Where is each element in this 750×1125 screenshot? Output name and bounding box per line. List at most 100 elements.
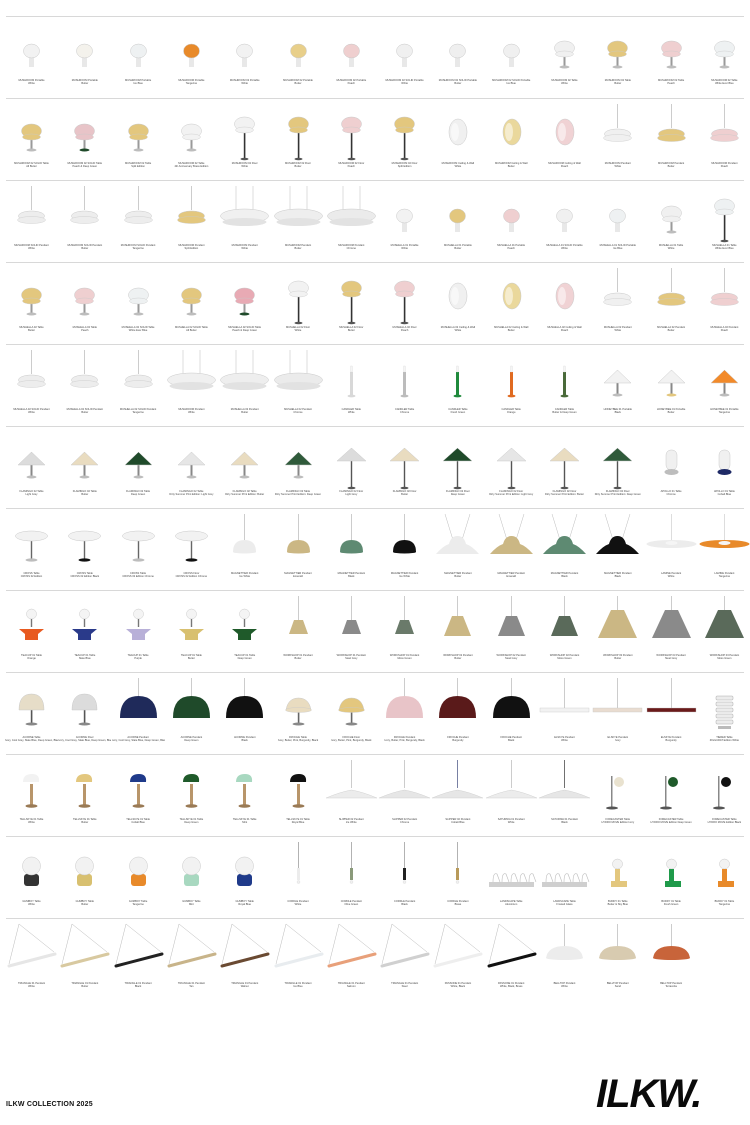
lamp-image xyxy=(379,760,431,799)
product-name: TELLSKYE 01 Table xyxy=(286,818,310,821)
product-caption: TRIANGLE 01 Pendant Walnut xyxy=(218,982,271,988)
product-cell: MUSHELLA 02 Pendant Butter xyxy=(645,268,698,350)
lamp-image xyxy=(442,447,474,490)
product-color: Peach xyxy=(720,165,729,169)
product-color: CROSS 02 Edition xyxy=(20,575,43,579)
product-cell: FROCHE Floor Ivory, Butter, Pink, Burgund… xyxy=(325,678,378,760)
product-color: Cobalt Blue xyxy=(717,493,732,497)
product-color: Ice Blue xyxy=(133,82,143,86)
product-color: Ice Blue xyxy=(613,247,623,251)
product-cell: CORDLE Pendant Black xyxy=(378,842,431,924)
lamp-image xyxy=(21,123,42,152)
product-cell: LAMINE Pendant Tangerine xyxy=(698,514,750,596)
product-color: Butter xyxy=(81,985,89,989)
product-name: MUSHELLA 02 SOLID Pendant xyxy=(13,408,50,411)
product-name: MUSHELLA 01 SOLID Portable xyxy=(546,244,583,247)
product-cell: MUSHELLA 02 Floor White xyxy=(272,268,325,350)
product-cell: CROSS Table CROSS 02 Edition xyxy=(5,514,58,596)
lamp-image xyxy=(347,365,356,398)
lamp-image xyxy=(75,856,95,886)
product-cell: TEACUP 01 Table Deep Green xyxy=(218,596,271,678)
lamp-image xyxy=(714,40,735,69)
lamp-image xyxy=(396,208,413,232)
product-name: FLAMINGO 02 Table xyxy=(72,490,97,493)
product-cell: MUSHROOM 02 Table Split Edition xyxy=(112,104,165,186)
lamp-image xyxy=(502,208,520,232)
product-name: WORKSHOP 03 Pendant xyxy=(603,654,633,657)
product-cell: CANDLER Table Butter & Deep Green xyxy=(538,350,591,432)
product-color: Butter xyxy=(241,411,249,415)
product-caption: BUDDY 01 Table Fresh Green xyxy=(645,900,698,906)
product-name: WORKSHOP 03 Pendant xyxy=(656,654,686,657)
product-color: Tangerine xyxy=(718,575,731,579)
product-color: Split Edition xyxy=(184,247,199,251)
lamp-image xyxy=(394,116,415,161)
product-caption: WORKSHOP 01 Pendant Moss Green xyxy=(378,654,431,660)
product-cell: MUSHROOM Pendant Butter xyxy=(272,186,325,268)
lamp-image xyxy=(502,43,520,67)
product-cell: CORDLE Pendant Brass xyxy=(431,842,484,924)
product-name: TELLSKYE 01 Table xyxy=(19,818,44,821)
product-color: Tangerine xyxy=(132,247,144,251)
product-cell: MUSHROOM 02 SOLID Portable White xyxy=(378,21,431,103)
product-name: MUSHROOM Portable xyxy=(125,79,152,82)
product-cell: MUSHROOM SOLID Pendant Tangerine xyxy=(112,186,165,268)
lamp-image xyxy=(449,282,468,310)
product-name: MUSHELLA 02 Table xyxy=(19,326,44,329)
lamp-image xyxy=(70,186,99,224)
product-cell: CANDLER Table Fresh Green xyxy=(431,350,484,432)
product-name: CANDLER Table xyxy=(554,408,575,411)
product-color: Walnut xyxy=(240,985,249,989)
product-name: FLAMINGO 02 Table xyxy=(285,490,311,493)
product-name: ACORNE Pendant xyxy=(180,736,203,739)
product-caption: MUSHROOM 02 Table Butter xyxy=(591,79,644,85)
product-color: Fresh Green xyxy=(450,411,466,415)
product-cell: MUSHROOM Portable White xyxy=(5,21,58,103)
product-color: Tangerine xyxy=(185,82,198,86)
lamp-image xyxy=(226,678,264,718)
product-color: Butter xyxy=(81,82,89,86)
product-caption: HONEYBEE 01 Portable Black xyxy=(591,408,644,414)
product-color: Deep Green xyxy=(237,657,252,661)
product-color: White xyxy=(614,165,622,169)
product-cell: FROCHE Pendant Burgundy xyxy=(431,678,484,760)
product-caption: BUDDY 01 Table Butter & Sky Blue xyxy=(591,900,644,906)
product-cell: MUSHROOM Ceiling & Wall Butter xyxy=(485,104,538,186)
product-cell: MUSHELLA 01 Portable Butter xyxy=(431,186,484,268)
product-caption: TEACUP 01 Table Deep Green xyxy=(218,654,271,660)
product-caption: TIERED Table ZIGGURAT Edition White xyxy=(698,736,750,742)
product-cell: MUSHROOM SOLID Pendant White xyxy=(5,186,58,268)
product-caption: TELLSKYE 01 Table White xyxy=(5,818,58,824)
product-name: GUMBOY Table xyxy=(235,900,254,903)
lamp-image xyxy=(659,776,678,810)
product-cell: LAMINE Pendant White xyxy=(645,514,698,596)
product-name: TRIANGLE 01 Pendant xyxy=(124,982,152,985)
lamp-image xyxy=(449,208,467,232)
product-caption: FLAMINGO 02 Table Dirty Summer Print Edit… xyxy=(165,490,218,496)
lamp-image xyxy=(70,350,99,388)
product-name: MUSHELLA 02 Ceiling & Wall xyxy=(494,326,529,329)
lamp-image xyxy=(283,451,313,479)
product-cell: TRIANGLE 01 Pendant Steel xyxy=(378,923,431,1006)
product-caption: LANDSCAPE Table Frosted Glass xyxy=(538,900,591,906)
product-caption: CROSS Table CROSS 02 Edition Black xyxy=(58,572,111,578)
product-cell: MUSHROOM 02 Table 4th Anniversary Brass E… xyxy=(165,104,218,186)
product-name: MUSHROOM 02 Floor xyxy=(338,162,365,165)
lamp-image xyxy=(603,268,632,306)
product-caption: MUSHROOM 02 SOLID Portable Ice Blue xyxy=(485,79,538,85)
product-name: TEACUP 01 Table xyxy=(74,654,96,657)
row-divider xyxy=(6,508,744,509)
product-color: Black xyxy=(134,985,142,989)
product-caption: ACORNE Pendant Deep Green xyxy=(165,736,218,742)
product-cell: TEACUP 01 Table Butter xyxy=(165,596,218,678)
product-cell: BELLTOP Pendant White xyxy=(538,924,591,1006)
product-name: MUSHROOM Pendant xyxy=(178,244,205,247)
product-name: BUDDY 01 Table xyxy=(661,900,681,903)
lamp-image xyxy=(284,697,312,726)
product-cell: MUSHELLA 01 Table White xyxy=(645,186,698,268)
product-caption: BELLTOP Pendant Sand xyxy=(591,982,644,988)
product-name: MUSHELLA 02 Pendant xyxy=(230,408,259,411)
lamp-image xyxy=(380,923,430,968)
lamp-image xyxy=(549,447,580,490)
product-name: SLIPPER 02 Pendant xyxy=(392,818,418,821)
